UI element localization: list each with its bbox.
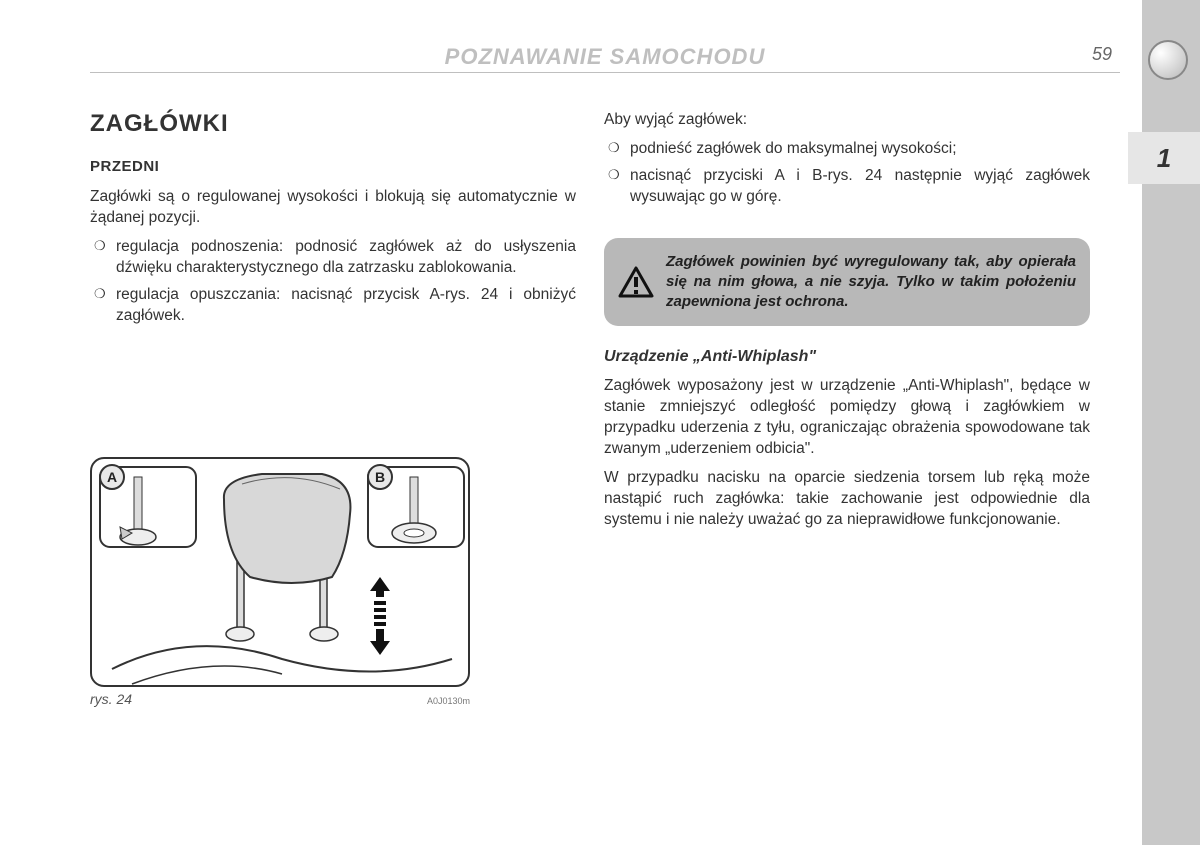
adjust-list: regulacja podnoszenia: podnosić zagłówek… — [90, 237, 576, 327]
right-column: Aby wyjąć zagłówek: podnieść zagłówek do… — [604, 110, 1090, 707]
remove-list: podnieść zagłówek do maksymalnej wysokoś… — [604, 139, 1090, 208]
list-item: nacisnąć przyciski A i B-rys. 24 następn… — [604, 166, 1090, 208]
page-number: 59 — [1092, 44, 1112, 65]
warning-icon — [618, 266, 654, 298]
figure-24: A B rys. 24 A0J0130m — [90, 457, 470, 707]
list-item: regulacja opuszczania: nacisnąć przycisk… — [90, 285, 576, 327]
remove-intro: Aby wyjąć zagłówek: — [604, 110, 1090, 131]
svg-text:A: A — [107, 469, 117, 485]
brand-logo — [1148, 40, 1188, 80]
warning-text: Zagłówek powinien być wyregulowany tak, … — [666, 253, 1076, 311]
anti-paragraph-2: W przypadku nacisku na oparcie siedzenia… — [604, 468, 1090, 531]
figure-code: A0J0130m — [427, 696, 470, 706]
anti-paragraph-1: Zagłówek wyposażony jest w urządzenie „A… — [604, 376, 1090, 460]
header-rule — [90, 72, 1120, 73]
list-item: regulacja podnoszenia: podnosić zagłówek… — [90, 237, 576, 279]
section-title: ZAGŁÓWKI — [90, 110, 576, 138]
subsection-title: PRZEDNI — [90, 158, 576, 175]
figure-caption: rys. 24 A0J0130m — [90, 691, 470, 707]
right-sidebar — [1142, 0, 1200, 845]
list-item: podnieść zagłówek do maksymalnej wysokoś… — [604, 139, 1090, 160]
figure-frame: A B — [90, 457, 470, 687]
page-header: POZNAWANIE SAMOCHODU — [90, 44, 1120, 73]
anti-whiplash-title: Urządzenie „Anti-Whiplash" — [604, 348, 1090, 366]
svg-text:B: B — [375, 469, 385, 485]
content-area: ZAGŁÓWKI PRZEDNI Zagłówki są o regulowan… — [90, 110, 1090, 707]
intro-paragraph: Zagłówki są o regulowanej wysokości i bl… — [90, 187, 576, 229]
headrest-illustration: A B — [92, 459, 470, 687]
chapter-tab: 1 — [1128, 132, 1200, 184]
warning-box: Zagłówek powinien być wyregulowany tak, … — [604, 238, 1090, 327]
figure-label: rys. 24 — [90, 691, 132, 707]
header-title: POZNAWANIE SAMOCHODU — [90, 44, 1120, 70]
left-column: ZAGŁÓWKI PRZEDNI Zagłówki są o regulowan… — [90, 110, 576, 707]
